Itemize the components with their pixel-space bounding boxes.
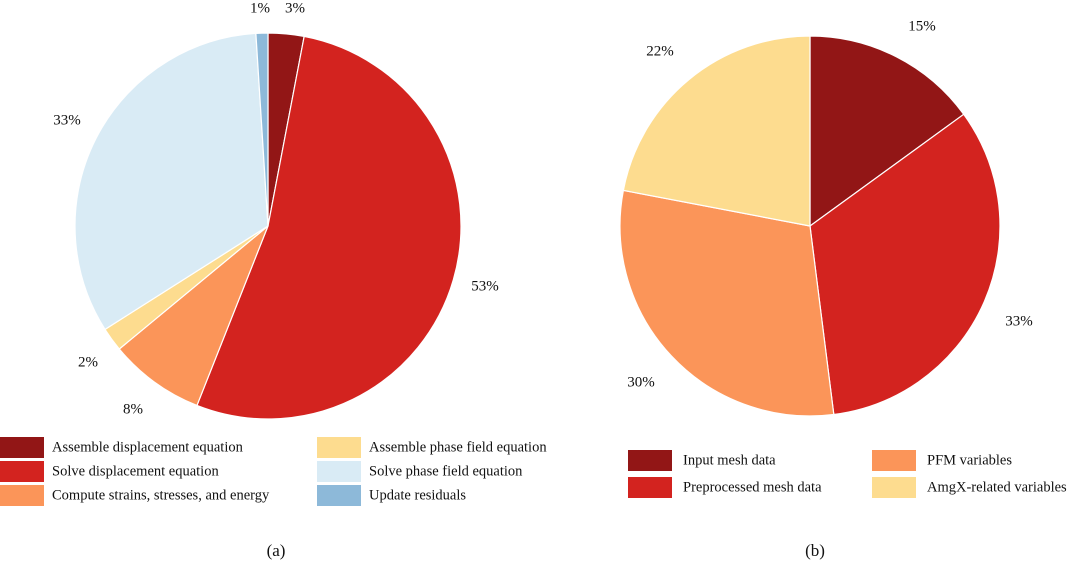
legend-b-swatch-3 — [872, 477, 916, 498]
pie-b-slice-3 — [622, 35, 811, 227]
legend-b: Input mesh data Preprocessed mesh data PFM… — [628, 450, 1067, 498]
legend-a-label-3: Assemble phase field equation — [369, 439, 547, 455]
pie-a-labels: 3% 53% 8% 2% 33% 1% — [53, 0, 499, 417]
caption-a: (a) — [267, 541, 286, 560]
pie-b-slices — [619, 35, 1001, 417]
legend-a-label-0: Assemble displacement equation — [52, 439, 244, 455]
chart-b: 15% 33% 30% 22% Input mesh data Preprocessed… — [619, 18, 1067, 560]
pie-a-slice-2 — [118, 225, 269, 407]
pie-b-value-label-0: 15% — [908, 18, 936, 34]
pie-a-slice-5 — [255, 32, 269, 227]
legend-a-label-1: Solve displacement equation — [52, 463, 219, 479]
pie-a-value-label-3: 2% — [78, 354, 98, 370]
pie-a-value-label-4: 33% — [53, 112, 81, 128]
pie-a-slice-4 — [74, 32, 269, 331]
legend-b-label-1: Preprocessed mesh data — [683, 479, 822, 495]
legend-b-swatch-1 — [628, 477, 672, 498]
pie-b-labels: 15% 33% 30% 22% — [627, 18, 1033, 390]
legend-b-swatch-2 — [872, 450, 916, 471]
caption-b: (b) — [805, 541, 825, 560]
pie-a-value-label-1: 53% — [471, 278, 499, 294]
legend-a-swatch-2 — [0, 485, 44, 506]
pie-a-slice-1 — [196, 35, 462, 420]
legend-a-swatch-3 — [317, 437, 361, 458]
legend-a-label-5: Update residuals — [369, 487, 466, 503]
pie-b-value-label-3: 22% — [646, 43, 674, 59]
legend-b-label-3: AmgX-related variables — [927, 479, 1067, 495]
pie-b-slice-0 — [809, 35, 965, 228]
pie-b-value-label-1: 33% — [1005, 313, 1033, 329]
chart-a: 3% 53% 8% 2% 33% 1% Assemble displacement equ… — [0, 0, 547, 560]
legend-b-label-0: Input mesh data — [683, 452, 776, 468]
legend-a-swatch-5 — [317, 485, 361, 506]
legend-a-swatch-0 — [0, 437, 44, 458]
legend-a-swatch-1 — [0, 461, 44, 482]
pie-b-slice-2 — [619, 189, 835, 417]
legend-a-swatch-4 — [317, 461, 361, 482]
pie-a-value-label-0: 3% — [285, 0, 305, 16]
pie-a-slices — [74, 32, 462, 420]
pie-b-value-label-2: 30% — [627, 374, 655, 390]
legend-a: Assemble displacement equation Solve disp… — [0, 437, 547, 506]
pie-a-value-label-2: 8% — [123, 401, 143, 417]
pie-b-slice-1 — [809, 113, 1001, 416]
pie-a-value-label-5: 1% — [250, 0, 270, 16]
legend-a-label-2: Compute strains, stresses, and energy — [52, 487, 270, 503]
legend-b-swatch-0 — [628, 450, 672, 471]
legend-a-label-4: Solve phase field equation — [369, 463, 523, 479]
legend-b-label-2: PFM variables — [927, 452, 1012, 468]
